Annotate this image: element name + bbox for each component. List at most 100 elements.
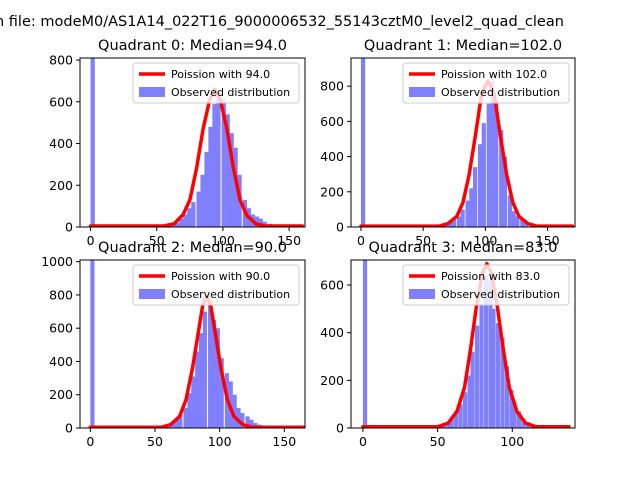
histogram-bar [463,392,468,428]
y-tick-label: 600 [49,321,73,336]
histogram-bar [90,260,95,428]
histogram-bar [474,325,480,428]
histogram-bar [245,416,250,428]
x-tick-label: 50 [430,434,446,449]
axes-frame [79,57,306,228]
histogram-bar [488,280,493,428]
legend-frame [402,264,570,306]
axes-frame [79,259,306,429]
histogram-bar [502,156,508,227]
y-tick-label: 400 [49,136,73,151]
y-tick-label: 600 [320,278,344,293]
histogram-bar [470,351,475,428]
histogram-bar [179,218,184,227]
histogram-bar [198,333,204,428]
histogram-bar [178,414,183,428]
histogram-bar [215,328,220,428]
histogram-bar [512,401,517,428]
histogram-bar [509,389,514,428]
histogram-bar [170,423,175,428]
subplot-0: 0 50 100 150 0 200 400 600 800 Quadrant 0: Median… [49,38,306,248]
histogram-bar [240,413,245,428]
histogram-bar [477,144,483,227]
y-tick-label: 800 [320,79,344,94]
y-tick-label: 400 [320,149,344,164]
y-tick-label: 200 [49,178,73,193]
histogram-bar [465,200,470,227]
x-tick-label: 0 [359,434,367,449]
subplot-title: Quadrant 1: Median=102.0 [364,38,562,54]
legend-hist-label: Observed distribution [441,288,560,301]
histogram-bar [195,351,200,428]
histogram-bar [490,80,495,227]
histogram-bar [523,223,529,227]
x-tick-label: 100 [208,434,232,449]
figure-suptitle: n file: modeM0/AS1A14_022T16_9000006532_… [0,14,564,30]
histogram-bar [212,103,217,227]
histogram [90,58,281,227]
histogram-bar [507,195,513,227]
x-tick-label: 0 [86,434,94,449]
histogram-bar [460,209,465,227]
histogram-bar [236,408,241,428]
subplot-title: Quadrant 3: Median=83.0 [369,240,558,256]
legend-curve-label: Poission with 90.0 [171,270,270,283]
subplot-3: 0 50 100 0 200 400 600 Quadrant 3: Median=83.0 P… [320,240,576,449]
histogram-bar [191,201,196,227]
histogram-bar [200,174,205,227]
legend-hist-label: Observed distribution [171,288,290,301]
histogram-bar [249,419,254,428]
histogram-bar [500,337,505,428]
histogram [362,260,542,428]
histogram-bar [175,222,180,227]
legend-hist-swatch [139,87,165,97]
y-tick-label: 0 [336,220,344,235]
x-tick-label: 100 [500,434,524,449]
legend: Poission with 94.0 Observed distribution [132,62,300,104]
x-tick-label: 50 [147,434,163,449]
subplot-title: Quadrant 0: Median=94.0 [98,38,287,54]
y-tick-label: 200 [320,184,344,199]
histogram-bar [494,100,499,227]
y-tick-label: 200 [49,387,73,402]
histogram-bar [221,99,226,227]
histogram-bar [516,411,521,428]
subplot-1: 0 50 100 150 0 200 400 600 800 Quadrant 1: Median… [320,38,576,248]
histogram-bar [196,191,201,227]
y-tick-label: 0 [65,220,73,235]
histogram-bar [472,167,478,227]
y-tick-label: 0 [65,421,73,436]
histogram-bar [467,375,472,428]
histogram-bar [211,319,217,428]
histogram-bar [491,308,496,428]
histogram-bar [456,216,462,227]
x-tick-label: 50 [149,233,165,248]
histogram-bar [233,147,238,227]
x-tick-label: 0 [87,233,95,248]
histogram-bar [183,408,188,428]
subplot-2: 0 50 100 150 0 200 400 600 800 1000 Quadrant 2: Me… [41,240,306,449]
histogram-bar [219,358,224,428]
histogram-bar [208,126,213,227]
histogram-bar [481,123,486,227]
legend-hist-swatch [409,289,435,299]
x-tick-label: 100 [211,233,235,248]
y-tick-label: 600 [320,114,344,129]
legend-hist-label: Observed distribution [441,86,560,99]
histogram-bar [515,216,520,227]
histogram-bar [448,222,453,227]
histogram-bar [187,208,192,227]
histogram-bar [504,366,509,428]
x-tick-label: 50 [415,233,431,248]
y-tick-label: 400 [320,325,344,340]
legend-hist-label: Observed distribution [171,86,290,99]
y-tick-label: 800 [49,287,73,302]
axes-frame [350,57,576,228]
histogram-bar [202,311,207,428]
histogram-bar [208,303,213,428]
histogram-bar [191,376,196,428]
y-tick-label: 600 [49,94,73,109]
x-tick-label: 150 [536,233,560,248]
histogram-bar [486,103,491,227]
